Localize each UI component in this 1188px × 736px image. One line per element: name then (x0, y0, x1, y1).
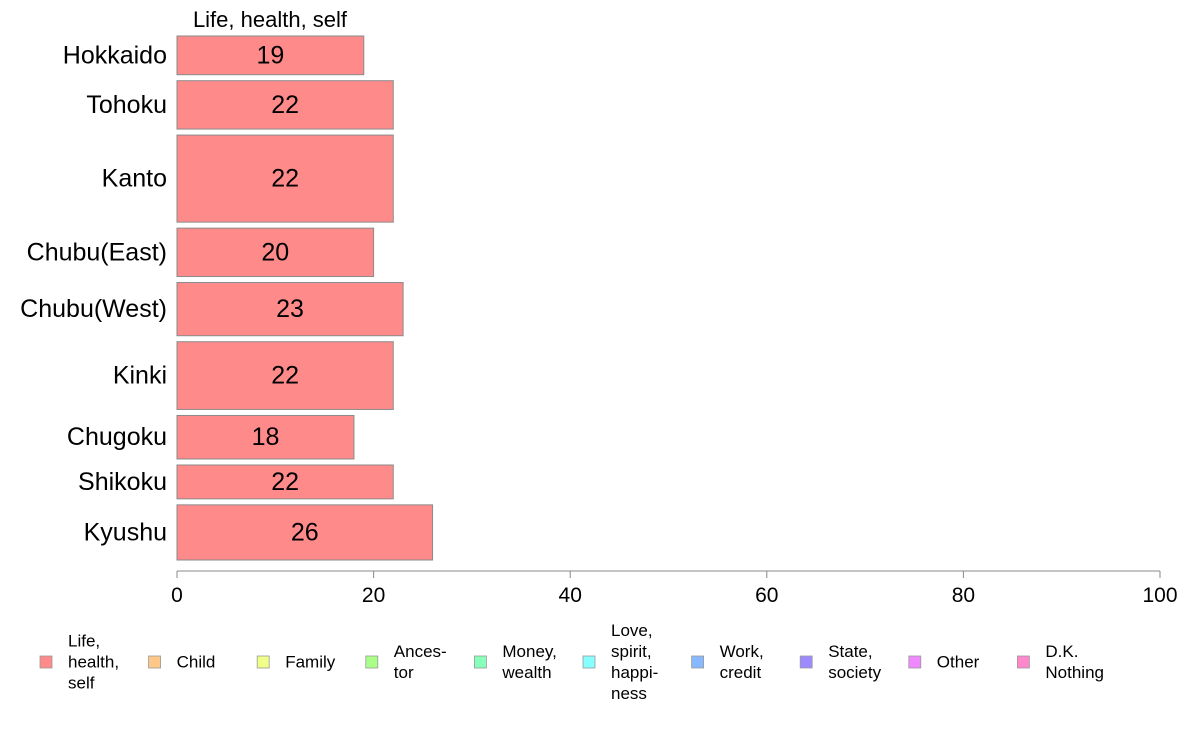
bar-chubu-west- (176, 282, 404, 337)
legend-label: self (68, 674, 95, 693)
series-title: Life, health, self (193, 7, 348, 32)
bar-value-label: 22 (271, 468, 299, 496)
legend-label: Family (285, 653, 336, 672)
legend-label: Nothing (1045, 663, 1104, 682)
category-label: Chugoku (67, 423, 167, 451)
category-label: Kinki (113, 362, 167, 390)
x-tick-label: 80 (952, 584, 975, 607)
bar-value-label: 19 (256, 41, 284, 69)
legend-swatch (365, 655, 379, 669)
bar-kyushu (176, 504, 434, 561)
legend-label: Other (937, 653, 980, 672)
category-label: Shikoku (78, 468, 167, 496)
bar-kinki (176, 341, 394, 410)
legend-label: Ances- (394, 642, 447, 661)
bar-value-label: 18 (252, 423, 280, 451)
legend-label: society (828, 663, 881, 682)
legend-label: Work, (720, 642, 764, 661)
legend-label: State, (828, 642, 872, 661)
x-tick-label: 0 (171, 584, 183, 607)
x-tick-label: 100 (1142, 584, 1177, 607)
bar-value-label: 23 (276, 295, 304, 323)
legend-swatch (908, 655, 922, 669)
category-label: Chubu(East) (27, 238, 167, 266)
x-tick-label: 60 (755, 584, 778, 607)
legend-label: Life, (68, 632, 100, 651)
legend-swatch (691, 655, 704, 669)
legend-label: D.K. (1045, 642, 1078, 661)
x-tick-label: 40 (559, 584, 582, 607)
x-tick-label: 20 (362, 584, 385, 607)
legend-label: Child (177, 653, 216, 672)
legend-swatch (582, 655, 596, 669)
bar-value-label: 22 (271, 91, 299, 119)
category-label: Hokkaido (63, 41, 167, 69)
bar-value-label: 26 (291, 518, 319, 546)
bar-kanto (176, 134, 394, 223)
category-label: Tohoku (86, 91, 167, 119)
legend-label: happi- (611, 663, 658, 682)
legend-swatch (39, 655, 53, 669)
legend-swatch (148, 655, 162, 669)
legend-swatch (256, 655, 270, 669)
legend-label: health, (68, 653, 119, 672)
legend-swatch (799, 655, 813, 669)
bar-value-label: 22 (271, 165, 299, 193)
legend-label: Love, (611, 621, 653, 640)
legend-label: credit (720, 663, 762, 682)
legend-label: ness (611, 684, 647, 703)
legend-label: spirit, (611, 642, 652, 661)
x-axis: 0 20 40 60 80 100 (171, 570, 1178, 607)
legend: Life, health, self Child Family Ances-tor Mone… (39, 621, 1104, 703)
legend-label: tor (394, 663, 414, 682)
legend-label: wealth (501, 663, 551, 682)
bars-group: 19 Hokkaido 22 Tohoku 22 Kanto 20 Chubu(East) 23… (20, 35, 434, 561)
bar-chubu-east- (176, 227, 375, 278)
bar-value-label: 22 (271, 362, 299, 390)
legend-label: Money, (502, 642, 557, 661)
legend-swatch (473, 655, 487, 669)
bar-shikoku (176, 464, 394, 500)
category-label: Chubu(West) (20, 295, 167, 323)
bar-hokkaido (176, 35, 365, 76)
category-label: Kyushu (84, 518, 167, 546)
bar-chugoku (176, 414, 355, 460)
legend-swatch (1017, 655, 1030, 669)
bar-value-label: 20 (261, 238, 289, 266)
bar-tohoku (176, 80, 394, 130)
category-label: Kanto (102, 165, 167, 193)
